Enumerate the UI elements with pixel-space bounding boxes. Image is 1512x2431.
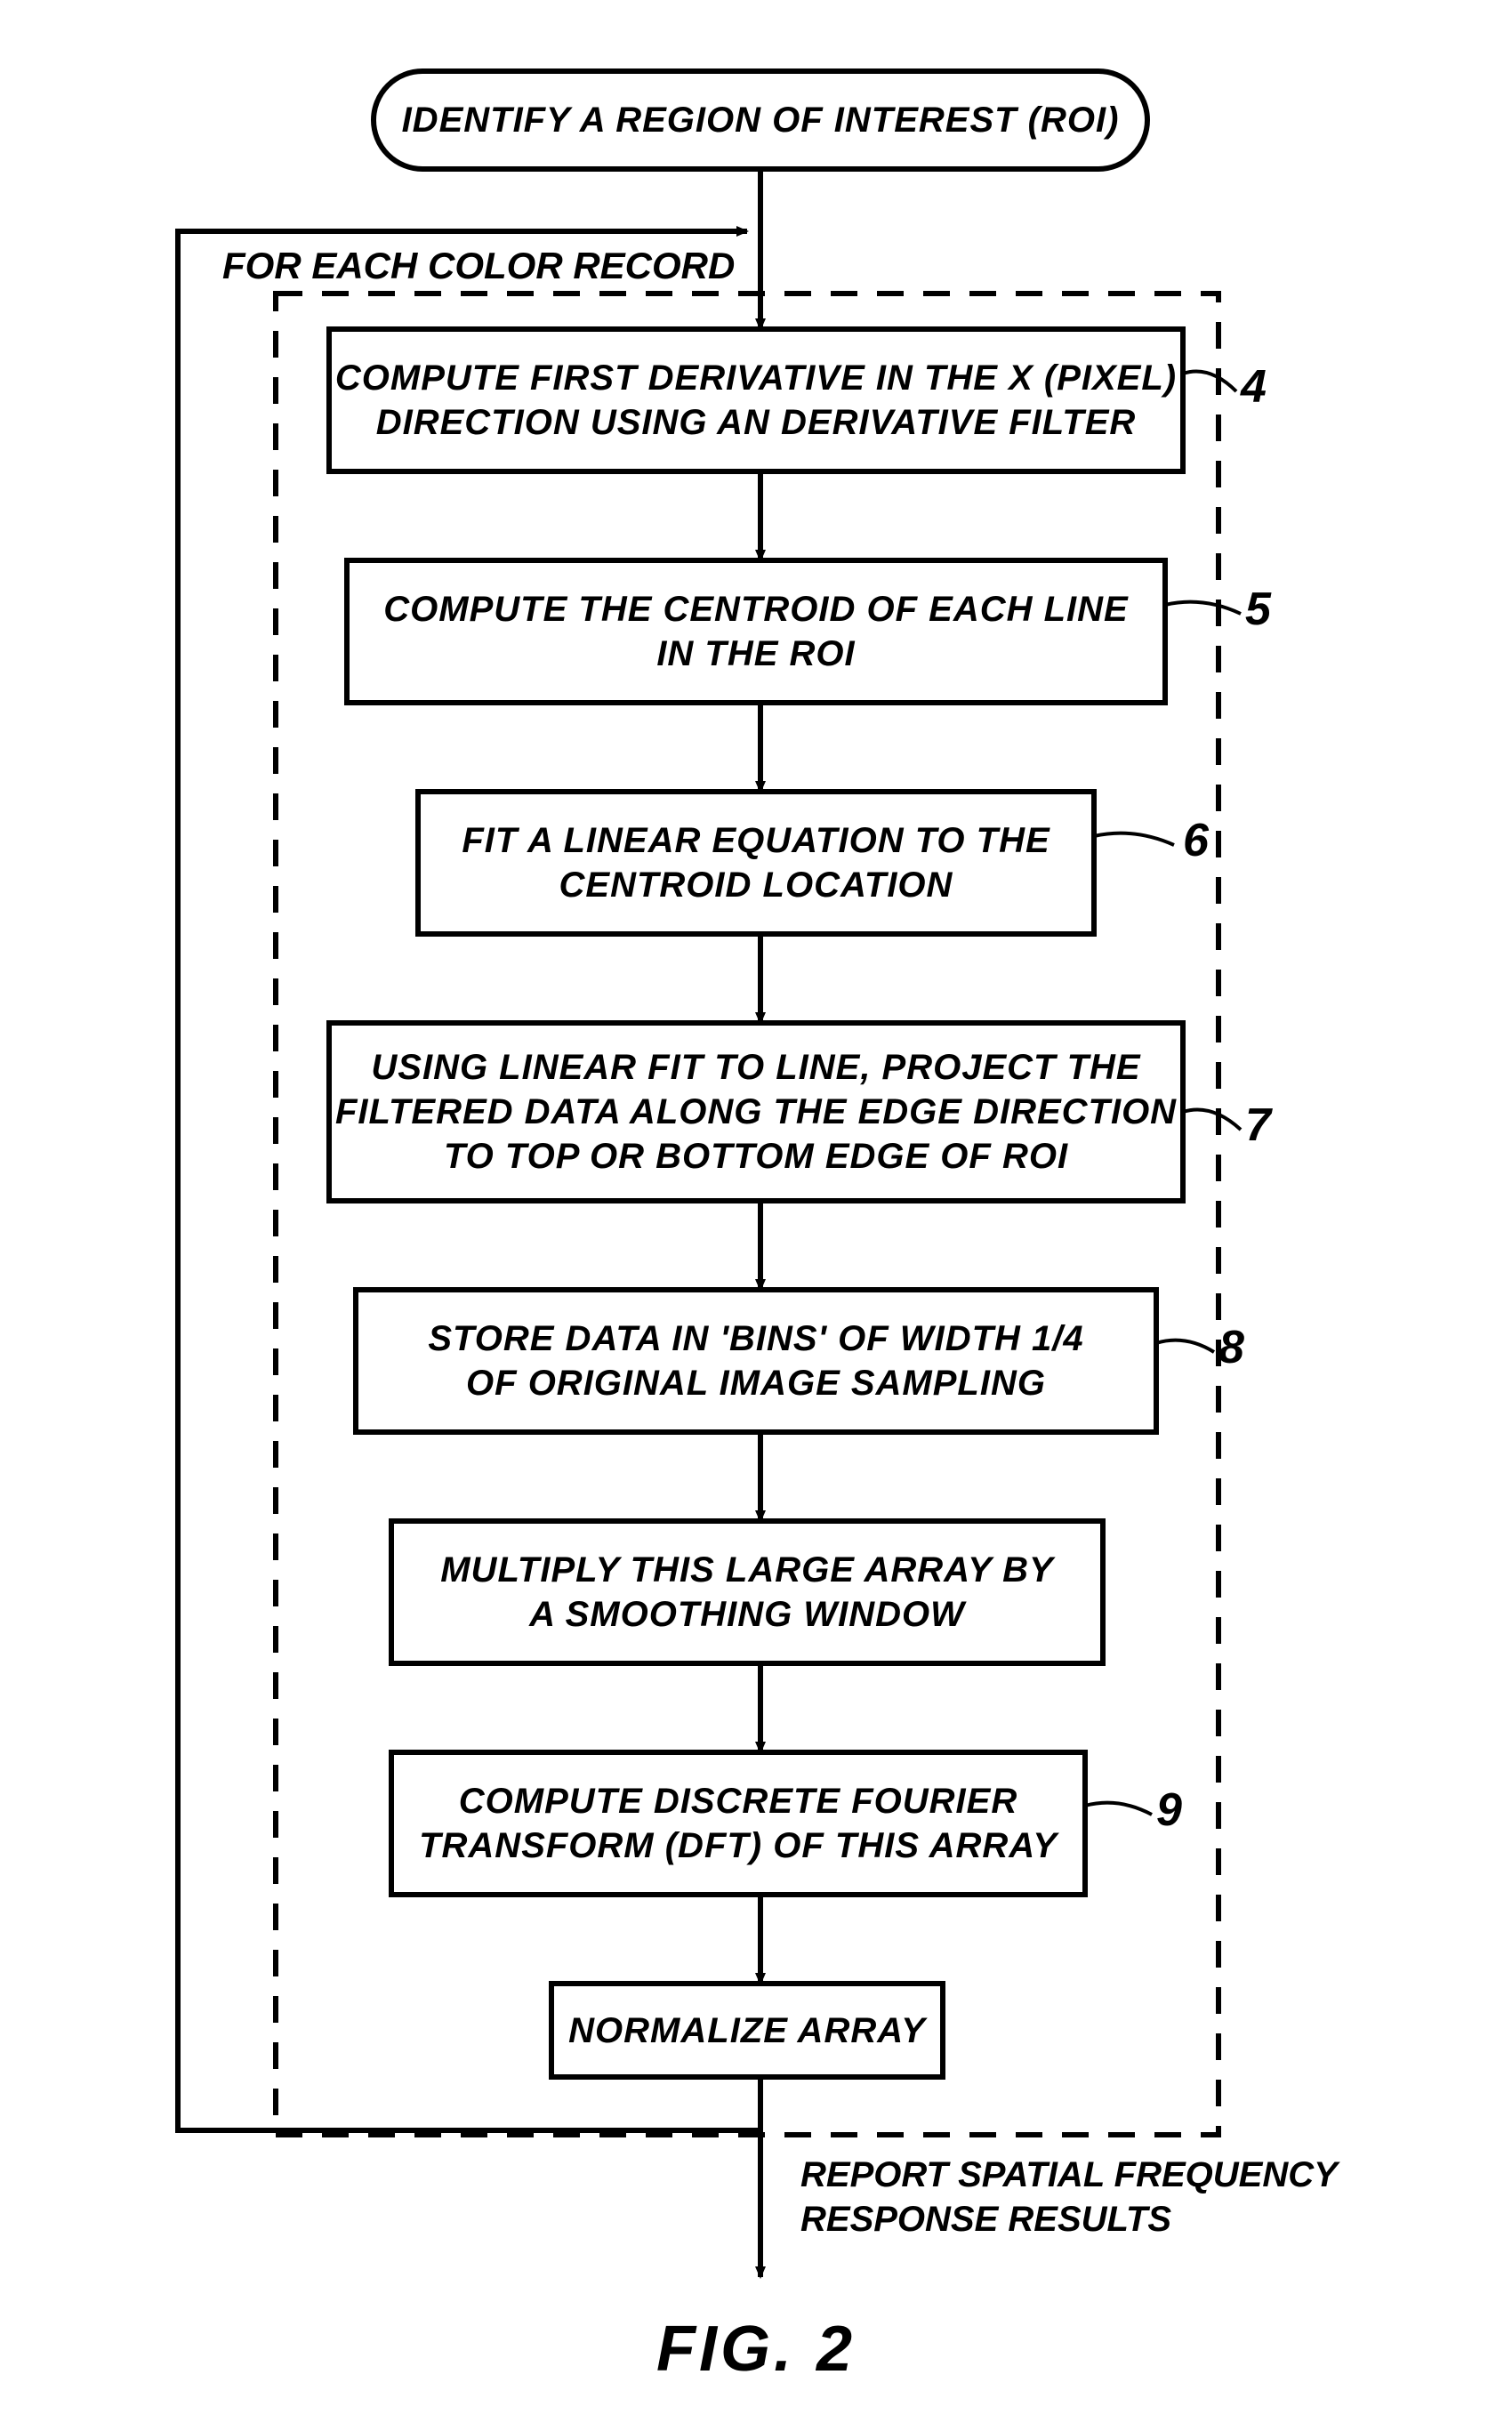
ref-6: 6	[1183, 814, 1209, 867]
flow-node-n-6: FIT A LINEAR EQUATION TO THE CENTROID LO…	[418, 792, 1094, 934]
ref-4: 4	[1241, 360, 1267, 414]
ref-9: 9	[1156, 1783, 1182, 1837]
flow-node-n-smooth: MULTIPLY THIS LARGE ARRAY BY A SMOOTHING…	[391, 1521, 1103, 1663]
flow-node-n-norm: NORMALIZE ARRAY	[551, 1984, 943, 2077]
flow-node-n-8: STORE DATA IN 'BINS' OF WIDTH 1/4 OF ORI…	[356, 1290, 1156, 1432]
ref-8: 8	[1218, 1321, 1244, 1374]
ref-7: 7	[1245, 1099, 1271, 1152]
loop-label: FOR EACH COLOR RECORD	[222, 245, 735, 287]
figure-caption: FIG. 2	[0, 2313, 1512, 2386]
ref-5: 5	[1245, 583, 1271, 636]
exit-label: REPORT SPATIAL FREQUENCY RESPONSE RESULT…	[800, 2153, 1338, 2242]
flow-node-n-5: COMPUTE THE CENTROID OF EACH LINE IN THE…	[347, 560, 1165, 703]
flow-node-n-7: USING LINEAR FIT TO LINE, PROJECT THE FI…	[329, 1023, 1183, 1201]
flow-node-n-9: COMPUTE DISCRETE FOURIER TRANSFORM (DFT)…	[391, 1752, 1085, 1895]
flow-node-n-4: COMPUTE FIRST DERIVATIVE IN THE X (PIXEL…	[329, 329, 1183, 471]
flow-node-n-start: IDENTIFY A REGION OF INTEREST (ROI)	[374, 71, 1147, 169]
